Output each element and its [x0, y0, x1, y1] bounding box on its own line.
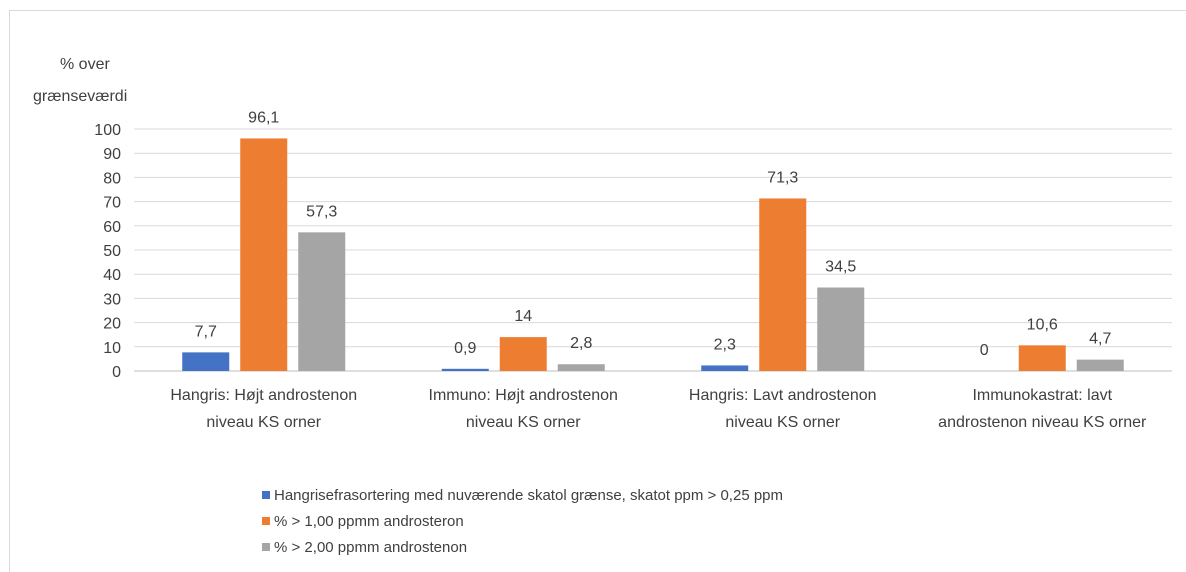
bar-cat2-series3 [557, 364, 605, 371]
data-label-cat1-series3: 57,3 [306, 203, 337, 220]
x-category-label-1-line2: niveau KS orner [206, 414, 321, 431]
chart-frame [9, 10, 1186, 572]
y-axis-label-line2: grænseværdi [33, 88, 128, 105]
data-label-cat3-series2: 71,3 [767, 169, 798, 186]
y-axis-label-line1: % over [60, 56, 110, 73]
legend-item-series-3: % > 2,00 ppmm androstenon [262, 534, 783, 560]
legend-swatch-blue [262, 491, 270, 499]
y-tick-label-90: 90 [103, 146, 121, 163]
bar-cat4-series3 [1076, 359, 1124, 371]
y-tick-label-30: 30 [103, 291, 121, 308]
data-label-cat3-series3: 34,5 [825, 259, 856, 276]
data-label-cat2-series1: 0,9 [454, 340, 476, 357]
bar-cat1-series1 [182, 352, 230, 371]
y-tick-label-50: 50 [103, 243, 121, 260]
data-label-cat1-series1: 7,7 [195, 323, 217, 340]
data-label-cat4-series2: 10,6 [1027, 316, 1058, 333]
bar-cat1-series2 [240, 138, 288, 371]
bar-cat2-series2 [499, 337, 547, 371]
y-tick-label-40: 40 [103, 267, 121, 284]
data-label-cat2-series2: 14 [514, 308, 532, 325]
x-category-label-3-line1: Hangris: Lavt androstenon [689, 387, 877, 404]
data-label-cat3-series1: 2,3 [714, 336, 736, 353]
y-tick-label-70: 70 [103, 195, 121, 212]
y-tick-label-10: 10 [103, 340, 121, 357]
legend-swatch-gray [262, 543, 270, 551]
bar-cat4-series2 [1018, 345, 1066, 371]
x-category-label-4-line1: Immunokastrat: lavt [972, 387, 1112, 404]
x-category-label-2-line2: niveau KS orner [466, 414, 581, 431]
y-tick-label-100: 100 [94, 122, 121, 139]
legend-label-series-2: % > 1,00 ppmm androsteron [274, 512, 464, 530]
data-label-cat4-series3: 4,7 [1089, 331, 1111, 348]
bar-cat3-series2 [759, 198, 807, 371]
bar-cat2-series1 [441, 368, 489, 371]
y-tick-label-20: 20 [103, 316, 121, 333]
x-category-label-3-line2: niveau KS orner [725, 414, 840, 431]
data-label-cat2-series3: 2,8 [570, 335, 592, 352]
legend: Hangrisefrasortering med nuværende skato… [262, 482, 783, 560]
bar-cat3-series1 [701, 365, 749, 371]
x-category-label-1-line1: Hangris: Højt androstenon [170, 387, 357, 404]
legend-item-series-2: % > 1,00 ppmm androsteron [262, 508, 783, 534]
x-category-label-2-line1: Immuno: Højt androstenon [429, 387, 618, 404]
data-label-cat1-series2: 96,1 [248, 109, 279, 126]
y-tick-label-60: 60 [103, 219, 121, 236]
bar-chart: 0 10 20 30 40 50 60 70 80 90 100 7,7 96,1 57,3 Hangris… [94, 109, 1172, 431]
legend-swatch-orange [262, 517, 270, 525]
y-tick-label-80: 80 [103, 170, 121, 187]
bar-cat1-series3 [298, 232, 346, 371]
data-label-cat4-series1: 0 [980, 342, 989, 359]
legend-label-series-1: Hangrisefrasortering med nuværende skato… [274, 486, 784, 504]
x-category-label-4-line2: androstenon niveau KS orner [938, 414, 1147, 431]
legend-item-series-1: Hangrisefrasortering med nuværende skato… [262, 482, 783, 508]
y-tick-label-0: 0 [112, 364, 121, 381]
bar-cat3-series3 [817, 287, 865, 371]
legend-label-series-3: % > 2,00 ppmm androstenon [274, 538, 468, 556]
